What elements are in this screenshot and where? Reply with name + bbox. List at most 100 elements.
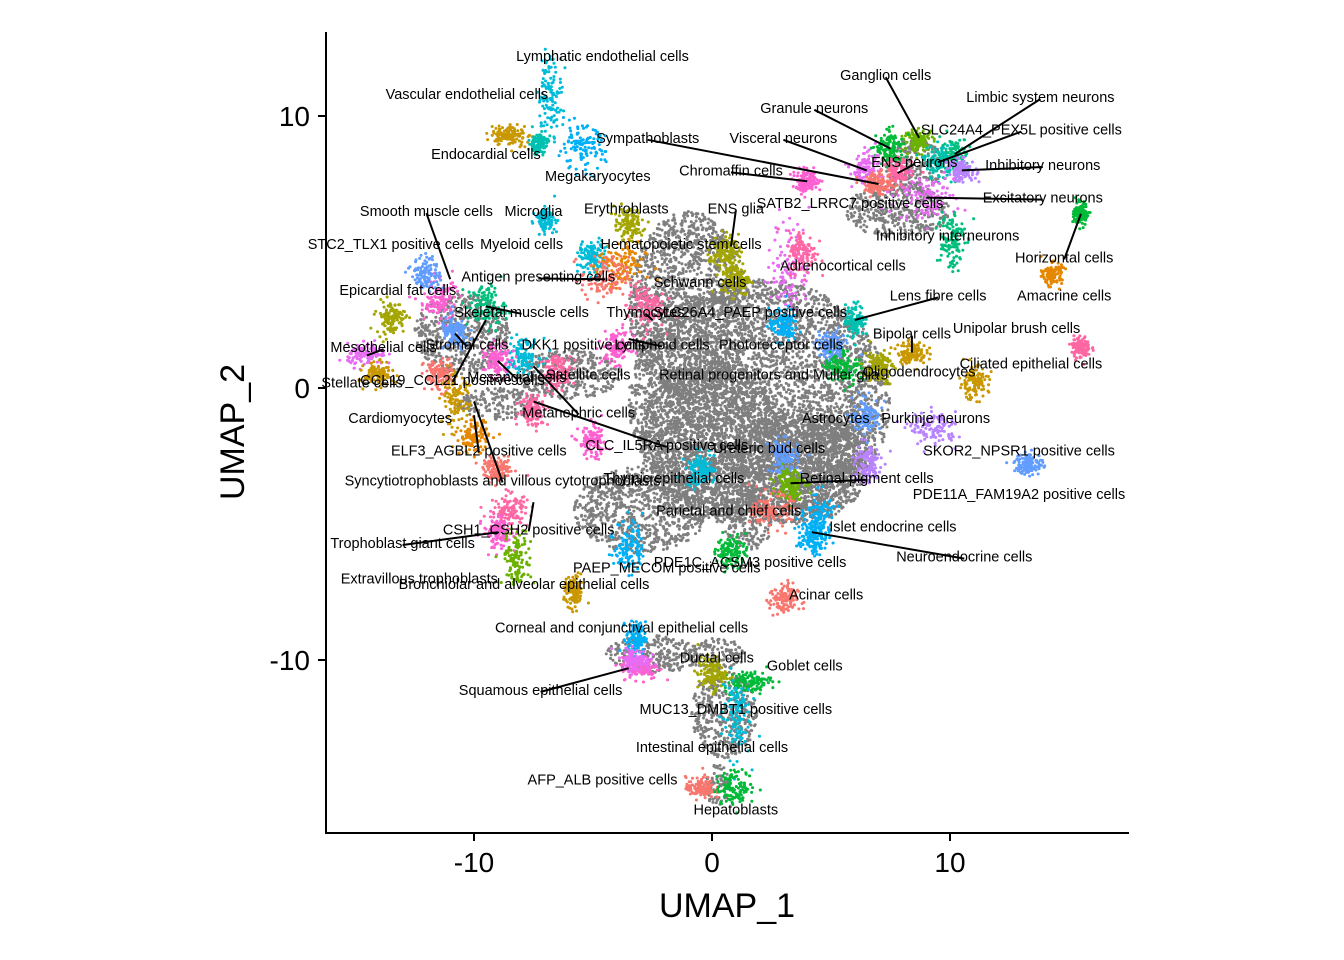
leader-line	[647, 138, 879, 185]
x-tick-label: 0	[704, 847, 720, 878]
cluster-label: Mesangial cells	[467, 370, 566, 386]
leader-line	[937, 130, 1022, 164]
cluster-points-corneal-and-conjunctival-epithelial-cells	[618, 619, 649, 660]
y-tick-label: 10	[279, 101, 310, 132]
leader-line	[813, 108, 891, 150]
cluster-points-unipolar-brush-cells	[1068, 334, 1095, 366]
cluster-label: CSH1_CSH2 positive cells	[443, 522, 615, 538]
cluster-points-amacrine-cells	[1039, 254, 1068, 291]
cluster-label: Astrocytes	[802, 411, 870, 427]
leader-line	[961, 166, 1043, 172]
leader-line	[473, 415, 480, 453]
cluster-label: Lens fibre cells	[890, 289, 987, 305]
cluster-label: Purkinje neurons	[881, 411, 990, 427]
cluster-label: Granule neurons	[760, 101, 868, 117]
cluster-points-thymocytes	[624, 266, 679, 341]
cluster-label: Retinal progenitors and Muller glia	[659, 367, 880, 383]
cluster-points-astrocytes	[845, 390, 886, 445]
points-layer	[338, 47, 1095, 815]
leader-line	[497, 360, 518, 380]
cluster-label: Trophoblast giant cells	[330, 536, 475, 552]
cluster-label: Parietal and chief cells	[656, 503, 801, 519]
cluster-points-stellate-cells	[357, 358, 399, 392]
cluster-label: Limbic system neurons	[966, 90, 1114, 106]
cluster-points-adrenocortical-cells	[776, 227, 825, 282]
cluster-points-pde11a-fam19a2-positive-cells	[851, 438, 892, 485]
cluster-points-oligodendrocytes	[859, 340, 898, 386]
cluster-points-vascular-endothelial-cells	[485, 123, 534, 153]
leader-line	[811, 531, 965, 560]
cluster-label: Ganglion cells	[840, 68, 931, 84]
cluster-label: Bronchiolar and alveolar epithelial cell…	[399, 577, 650, 593]
cluster-points-microglia	[530, 194, 560, 236]
cluster-points-ccl19-ccl21-positive-cells	[420, 356, 457, 396]
cluster-label: Thymic epithelial cells	[603, 471, 744, 487]
x-axis-title: UMAP_1	[659, 887, 795, 925]
leader-line	[527, 502, 535, 532]
cluster-points-antigen-presenting-cells	[572, 254, 640, 305]
leader-line	[730, 171, 808, 183]
cluster-points-epicardial-fat-cells	[369, 295, 412, 344]
leader-line	[954, 98, 1041, 155]
cluster-points-clc-il5ra-positive-cells	[570, 413, 611, 461]
cluster-label: Schwann cells	[654, 275, 747, 291]
cluster-label: Syncytiotrophoblasts and villous cytotro…	[345, 474, 661, 490]
cluster-points-muc13-dmbt1-positive-cells	[693, 643, 734, 696]
leader-line	[425, 212, 452, 280]
axis-ticks: -10 0 10 -10 0 10	[270, 101, 966, 878]
cluster-label: CLC_IL5RA positive cells	[585, 438, 748, 454]
leader-line	[451, 319, 487, 383]
cluster-label: Satellite cells	[546, 367, 631, 383]
leader-line	[402, 531, 498, 546]
cluster-points-chromaffin-cells	[788, 165, 824, 199]
leader-line	[884, 76, 920, 139]
cluster-label: Lymphoid cells	[614, 338, 709, 354]
grey-cell-cloud	[640, 359, 785, 524]
cluster-points-slc24a4-pex5l-positive-cells	[915, 140, 960, 187]
cluster-label: Corneal and conjunctival epithelial cell…	[495, 620, 748, 636]
cluster-label: Visceral neurons	[730, 131, 838, 147]
leader-line	[897, 163, 915, 174]
cluster-points-schwann-cells	[710, 260, 754, 301]
cluster-label: Islet endocrine cells	[829, 520, 956, 536]
cluster-label: Unipolar brush cells	[953, 321, 1080, 337]
cluster-points-intestinal-epithelial-cells	[718, 666, 761, 781]
cluster-label: Acinar cells	[789, 588, 863, 604]
cluster-label: Stellate cells	[321, 376, 402, 392]
cluster-label: Intestinal epithelial cells	[636, 740, 788, 756]
cluster-points-cardiomyocytes	[438, 364, 472, 449]
y-tick-label: -10	[270, 645, 310, 676]
cluster-label: Erythroblasts	[584, 202, 669, 218]
y-axis-title: UMAP_2	[214, 364, 252, 500]
cluster-points-megakaryocytes	[557, 116, 608, 179]
cluster-label: Excitatory neurons	[983, 191, 1103, 207]
leader-line	[790, 478, 867, 485]
leader-line	[540, 667, 629, 693]
cluster-points-erythroblasts	[610, 202, 650, 245]
cluster-label: Vascular endothelial cells	[386, 87, 549, 103]
cluster-label: Neuroendocrine cells	[896, 550, 1032, 566]
leader-lines-layer	[366, 76, 1082, 693]
cluster-points-parietal-and-chief-cells	[747, 482, 798, 535]
cluster-points-squamous-epithelial-cells	[610, 645, 657, 677]
cluster-points-ciliated-epithelial-cells	[958, 357, 993, 404]
cluster-points-ens-glia	[705, 229, 744, 272]
cluster-points-hepatoblasts	[713, 768, 762, 815]
cluster-label: Megakaryocytes	[545, 169, 651, 185]
cluster-label: PDE1C_ACSM3 positive cells	[654, 555, 847, 571]
cluster-label: Thymocytes	[606, 305, 684, 321]
cluster-points-satellite-cells	[537, 354, 577, 396]
cluster-points-skor2-npsr1-positive-cells	[1005, 448, 1047, 478]
x-tick-label: 10	[934, 847, 965, 878]
leader-line	[538, 277, 605, 281]
cluster-points-retinal-pigment-cells	[769, 462, 812, 508]
cluster-points-stromal-cells	[440, 305, 473, 352]
cluster-label: Microglia	[504, 204, 563, 220]
leader-line	[628, 338, 663, 348]
cluster-label: Epicardial fat cells	[339, 283, 456, 299]
cluster-label: Horizontal cells	[1015, 250, 1113, 266]
cluster-points-goblet-cells	[713, 665, 781, 700]
cluster-label: ENS glia	[708, 202, 765, 218]
cluster-label: Sympathoblasts	[596, 131, 699, 147]
cluster-label: SKOR2_NPSR1 positive cells	[923, 444, 1115, 460]
